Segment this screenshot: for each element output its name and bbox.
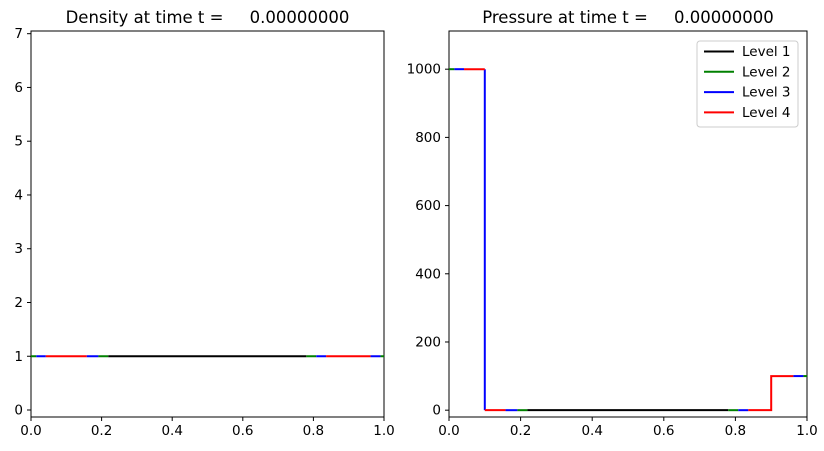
density-x-tick-label: 0.6 <box>232 423 253 439</box>
legend-entry-label: Level 1 <box>742 44 791 60</box>
pressure-x-tick-label: 0.6 <box>653 423 674 439</box>
pressure-y-tick-label: 200 <box>415 334 441 350</box>
pressure-y-tick-label: 600 <box>415 198 441 214</box>
legend-entry-label: Level 3 <box>742 85 791 101</box>
pressure-series-level-4 <box>748 375 794 412</box>
pressure-legend: Level 1 Level 2 Level 3 Level 4 <box>696 40 799 128</box>
pressure-x-tick-label: 0.8 <box>725 423 746 439</box>
pressure-y-tick-label: 400 <box>415 266 441 282</box>
pressure-y-tick-label: 800 <box>415 130 441 146</box>
density-plot: 0.0 0.2 0.4 0.6 0.8 1.0 0 1 2 3 4 5 6 7 Density at tim… <box>14 8 394 439</box>
density-y-tick-label: 0 <box>14 403 23 419</box>
density-x-tick-label: 0.2 <box>91 423 112 439</box>
density-title: Density at time t = 0.00000000 <box>66 8 350 27</box>
pressure-title: Pressure at time t = 0.00000000 <box>482 8 774 27</box>
pressure-x-tick-label: 0.0 <box>438 423 459 439</box>
density-axes-frame <box>30 30 385 418</box>
pressure-x-tick-label: 0.4 <box>581 423 602 439</box>
density-y-tick-label: 1 <box>14 349 23 365</box>
legend-entry-label: Level 2 <box>742 64 791 80</box>
pressure-x-tick-label: 0.2 <box>510 423 531 439</box>
density-x-tick-label: 0.8 <box>303 423 324 439</box>
density-x-tick-label: 0.0 <box>20 423 41 439</box>
density-x-tick-label: 0.4 <box>161 423 182 439</box>
density-y-tick-label: 4 <box>14 187 23 203</box>
legend-entry-label: Level 4 <box>742 105 791 121</box>
density-y-tick-label: 2 <box>14 295 23 311</box>
pressure-axes-frame <box>448 30 808 418</box>
density-y-tick-label: 5 <box>14 134 23 150</box>
pressure-x-tick-label: 1.0 <box>796 423 817 439</box>
density-y-tick-label: 6 <box>14 80 23 96</box>
pressure-plot: 0.0 0.2 0.4 0.6 0.8 1.0 0 200 400 600 800 1000 Press… <box>407 8 818 439</box>
density-x-tick-label: 1.0 <box>373 423 394 439</box>
pressure-legend-box <box>696 40 799 128</box>
pressure-y-tick-label: 0 <box>432 403 441 419</box>
density-y-tick-label: 3 <box>14 241 23 257</box>
pressure-y-tick-label: 1000 <box>407 62 441 78</box>
density-y-tick-label: 7 <box>14 26 23 42</box>
